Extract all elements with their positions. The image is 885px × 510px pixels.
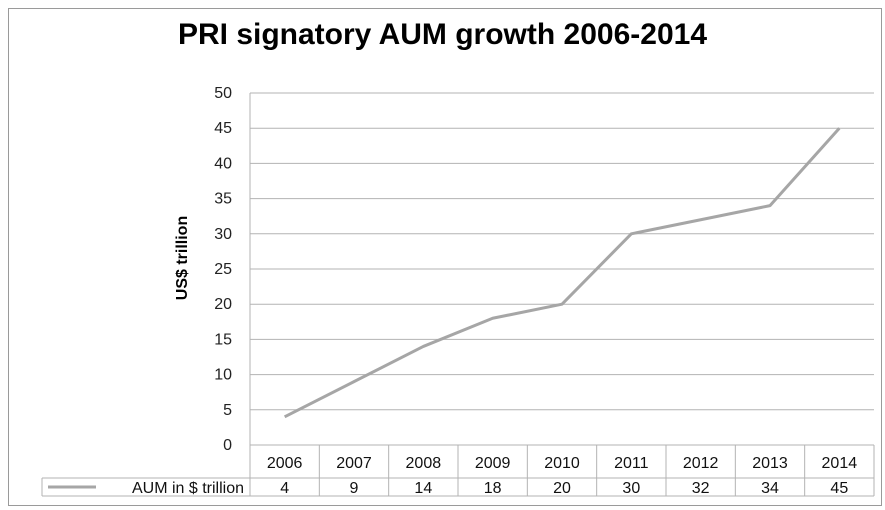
data-table: 2006 4 2007 9 2008 14 2009 18 2010 20 2011 30 2012 32… — [41, 445, 875, 497]
data-label: 34 — [761, 480, 779, 497]
chart-frame — [8, 8, 882, 506]
data-label: 4 — [280, 480, 289, 497]
y-tick-label: 35 — [214, 191, 232, 208]
data-label: 32 — [692, 480, 710, 497]
x-tick-label: 2007 — [336, 455, 372, 472]
x-tick-label: 2011 — [614, 455, 649, 472]
data-label: 18 — [484, 480, 502, 497]
y-axis-label: US$ trillion — [174, 216, 191, 300]
y-tick-label: 45 — [214, 120, 232, 137]
series-line — [283, 127, 841, 419]
y-tick-label: 50 — [214, 85, 232, 102]
y-tick-label: 5 — [223, 402, 232, 419]
y-tick-label: 15 — [214, 331, 232, 348]
series-line-layer — [283, 127, 841, 419]
data-label: 9 — [350, 480, 359, 497]
y-tick-label: 25 — [214, 261, 232, 278]
x-tick-label: 2006 — [267, 455, 303, 472]
y-tick-label: 30 — [214, 226, 232, 243]
x-tick-label: 2012 — [683, 455, 719, 472]
data-label: 14 — [414, 480, 432, 497]
y-tick-label: 40 — [214, 155, 232, 172]
y-tick-label: 0 — [223, 437, 232, 454]
chart-title: PRI signatory AUM growth 2006-2014 — [177, 18, 708, 51]
legend-label: AUM in $ trillion — [132, 480, 244, 497]
y-axis-ticks: 0 5 10 15 20 25 30 35 40 45 50 — [214, 85, 232, 454]
data-label: 20 — [553, 480, 571, 497]
x-tick-label: 2014 — [822, 455, 858, 472]
x-tick-label: 2009 — [475, 455, 511, 472]
gridlines — [249, 92, 874, 496]
data-label: 30 — [622, 480, 640, 497]
x-tick-label: 2008 — [406, 455, 442, 472]
x-tick-label: 2010 — [544, 455, 580, 472]
y-tick-label: 10 — [214, 367, 232, 384]
data-label: 45 — [830, 480, 848, 497]
y-tick-label: 20 — [214, 296, 232, 313]
x-tick-label: 2013 — [752, 455, 788, 472]
